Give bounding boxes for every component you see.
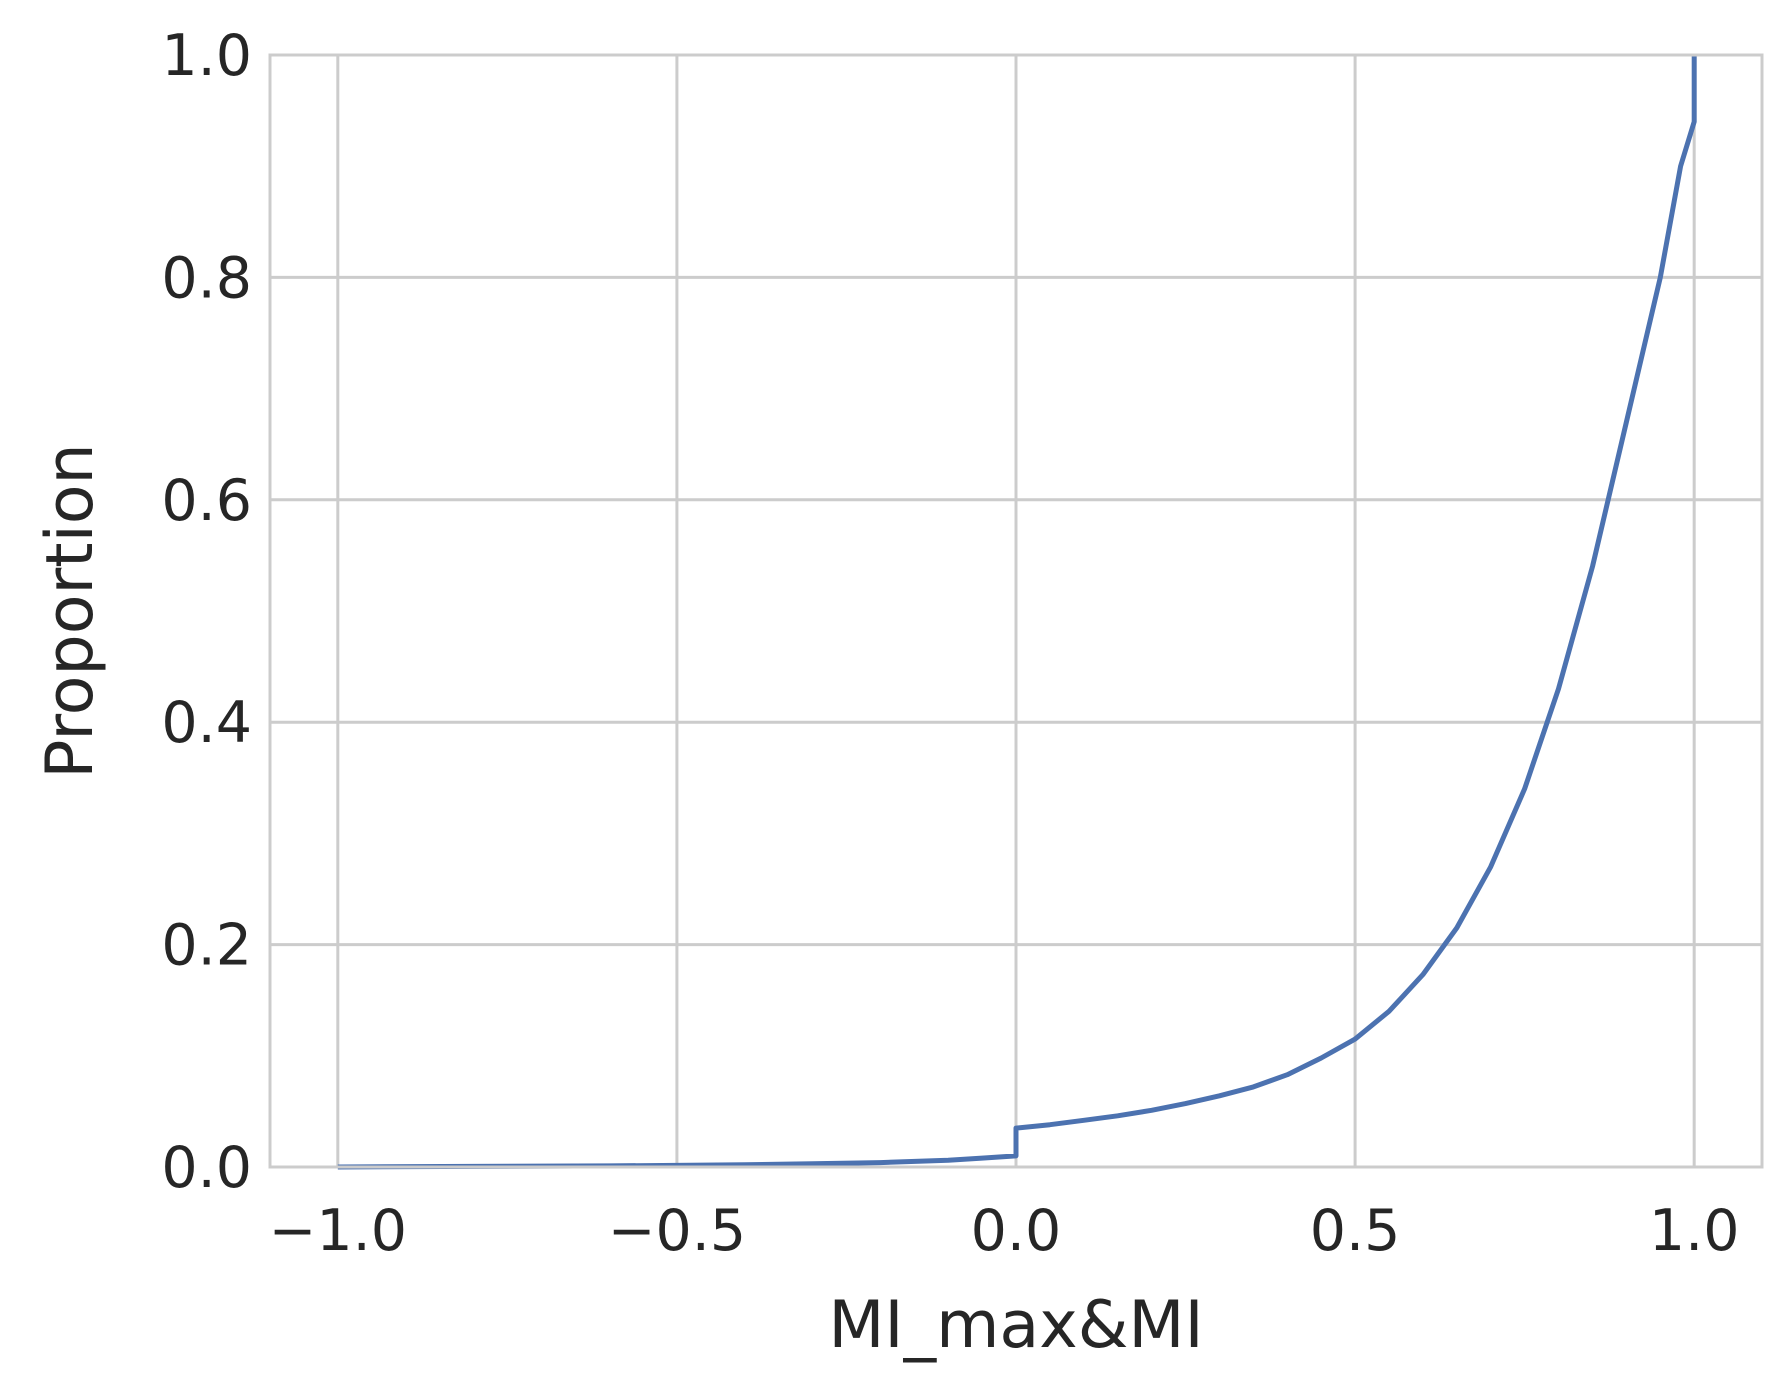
y-tick-label-0: 0.0: [161, 1135, 252, 1201]
y-tick-label-3: 0.6: [161, 468, 252, 534]
x-tick-label-4: 1.0: [1649, 1198, 1740, 1264]
grid-lines: [270, 53, 1762, 1169]
ecdf-line-0: [337, 55, 1697, 1170]
x-tick-label-2: 0.0: [971, 1198, 1062, 1264]
series-layer: [337, 55, 1697, 1170]
y-tick-label-2: 0.4: [161, 690, 252, 756]
x-tick-labels: −1.0 −0.5 0.0 0.5 1.0: [269, 1198, 1740, 1264]
y-tick-label-5: 1.0: [161, 23, 252, 89]
x-tick-label-0: −1.0: [269, 1198, 407, 1264]
y-tick-labels: 0.0 0.2 0.4 0.6 0.8 1.0: [161, 23, 252, 1201]
y-tick-label-4: 0.8: [161, 245, 252, 311]
x-tick-label-1: −0.5: [608, 1198, 746, 1264]
y-tick-label-1: 0.2: [161, 913, 252, 979]
plot-area-frame: [268, 53, 1764, 1169]
x-tick-label-3: 0.5: [1310, 1198, 1401, 1264]
y-axis-label: Proportion: [33, 443, 108, 778]
x-axis-label: MI_max&MI: [828, 1288, 1203, 1363]
